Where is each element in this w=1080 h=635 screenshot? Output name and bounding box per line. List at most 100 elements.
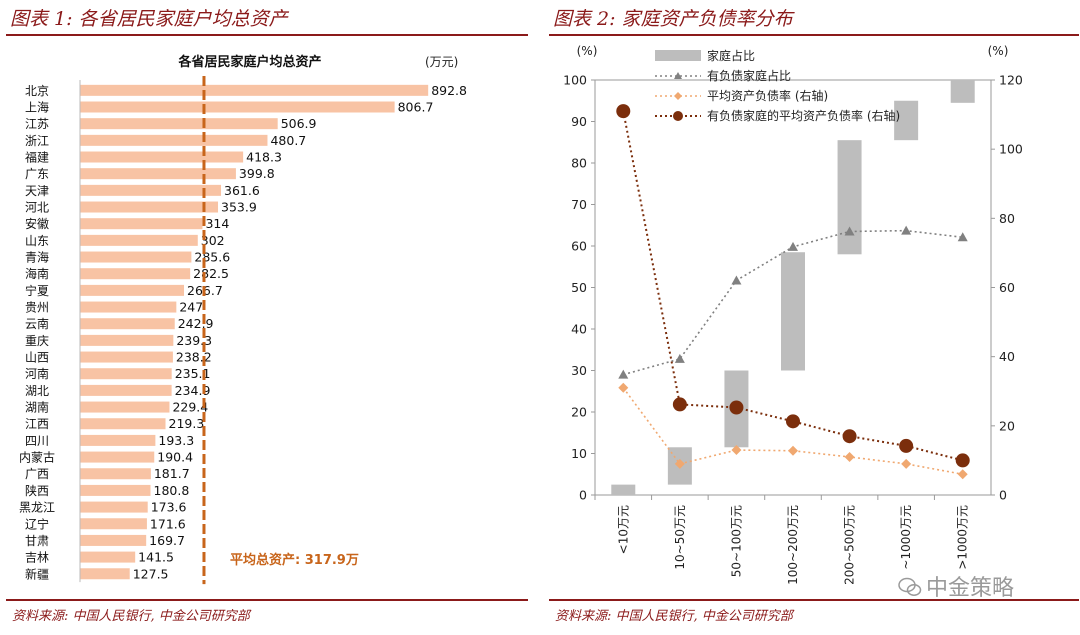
left-tick-label: 50 [571,280,587,295]
avg-debt-ratio-point [844,451,855,462]
province-assets-chart: 各省居民家庭户均总资产 (万元) 北京 892.8 上海 806.7 江苏 506.9 浙江 48… [19,54,467,585]
average-label: 平均总资产: 317.9万 [230,552,359,568]
x-tick-label: 200~500万元 [843,505,857,585]
data-label: 180.8 [154,483,190,498]
data-label: 169.7 [149,533,185,548]
indebted-share-point [788,241,798,251]
avg-debt-ratio-point [788,445,798,456]
bar [80,118,278,130]
indebted-avg-debt-ratio-point [899,438,914,453]
right-axis-unit: (%) [988,44,1009,58]
footer-rule [549,599,1079,601]
data-label: 193.3 [158,433,194,448]
bar [80,101,395,113]
indebted-avg-debt-ratio-point [842,429,857,444]
left-tick-label: 100 [563,73,587,88]
data-label: 235.1 [175,366,211,381]
left-tick-label: 70 [571,197,587,212]
legend-marker [674,92,682,100]
category-label: 河北 [25,201,49,215]
category-label: 云南 [25,316,49,331]
data-label: 892.8 [431,83,467,98]
bar [80,301,177,313]
bar [80,184,222,196]
bar [80,384,172,396]
left-tick-label: 20 [571,405,587,420]
data-label: 171.6 [150,516,186,531]
right-tick-label: 40 [999,349,1015,364]
bar [80,368,172,380]
bar [80,401,170,413]
data-label: 314 [205,216,229,231]
data-label: 247 [179,300,203,315]
category-label: 江西 [25,417,49,431]
bar [80,334,174,346]
bar [80,434,156,446]
header-rule [6,34,528,36]
bar [80,234,198,246]
category-label: 甘肃 [25,534,49,548]
household-share-bar [611,484,636,495]
category-label: 新疆 [25,566,49,581]
bar [80,534,147,546]
category-label: 上海 [25,100,49,115]
data-label: 141.5 [138,550,174,565]
avg-debt-ratio-point [674,458,685,469]
left-tick-label: 80 [571,156,587,171]
x-tick-label: <10万元 [616,505,630,554]
indebted-share-point [844,226,855,236]
watermark-text: 中金策略 [926,576,1015,601]
debt-ratio-chart: (%) (%) 0 10 20 30 40 50 60 70 80 90 100 0 20 40 60 80 100… [563,44,1023,585]
data-label: 127.5 [133,566,169,581]
household-share-bar [894,100,919,141]
legend-marker [673,111,683,121]
x-tick-label: 50~100万元 [729,505,743,577]
data-label: 480.7 [270,133,306,148]
category-label: 黑龙江 [19,501,55,515]
bar [80,134,268,146]
bar [80,201,219,213]
left-tick-label: 0 [579,488,587,503]
category-label: 湖北 [25,383,49,398]
figure-2-title: 图表 2: 家庭资产负债率分布 [553,8,793,30]
bar [80,318,175,330]
bar [80,218,203,230]
unit-label: (万元) [425,55,458,69]
household-share-bar [781,252,805,371]
data-label: 282.5 [193,266,229,281]
avg-debt-ratio-point [957,469,968,480]
bar [80,518,147,530]
category-label: 安徽 [25,216,49,231]
data-label: 173.6 [151,500,187,515]
data-label: 181.7 [154,466,190,481]
indebted-avg-debt-ratio-point [616,104,631,119]
bar [80,151,244,163]
bar [80,168,236,180]
category-label: 陕西 [25,483,49,498]
category-label: 浙江 [25,134,49,148]
category-label: 天津 [25,184,49,198]
left-tick-label: 30 [571,363,587,378]
category-label: 河南 [25,366,49,381]
avg-debt-ratio-point [901,458,912,469]
data-label: 361.6 [224,183,260,198]
indebted-share-point [674,353,685,363]
indebted-share-point [957,232,968,242]
left-figure: 图表 1: 各省居民家庭户均总资产 各省居民家庭户均总资产 (万元) 北京 892.8… [0,0,530,635]
x-tick-label: ~1000万元 [899,505,913,570]
indebted-share-point [901,225,912,235]
figure-1-title: 图表 1: 各省居民家庭户均总资产 [10,8,288,30]
header-rule [549,34,1079,36]
category-label: 广西 [25,467,49,481]
category-label: 海南 [25,266,49,281]
indebted-avg-debt-ratio-point [729,400,744,415]
right-tick-label: 0 [999,488,1007,503]
x-tick-label: 10~50万元 [673,505,687,570]
legend-marker [674,72,682,79]
data-label: 302 [201,233,225,248]
bar [80,468,151,480]
bar [80,501,148,513]
category-label: 北京 [25,84,49,98]
category-label: 青海 [25,250,49,265]
legend-label: 有负债家庭的平均资产负债率 (右轴) [707,108,900,123]
